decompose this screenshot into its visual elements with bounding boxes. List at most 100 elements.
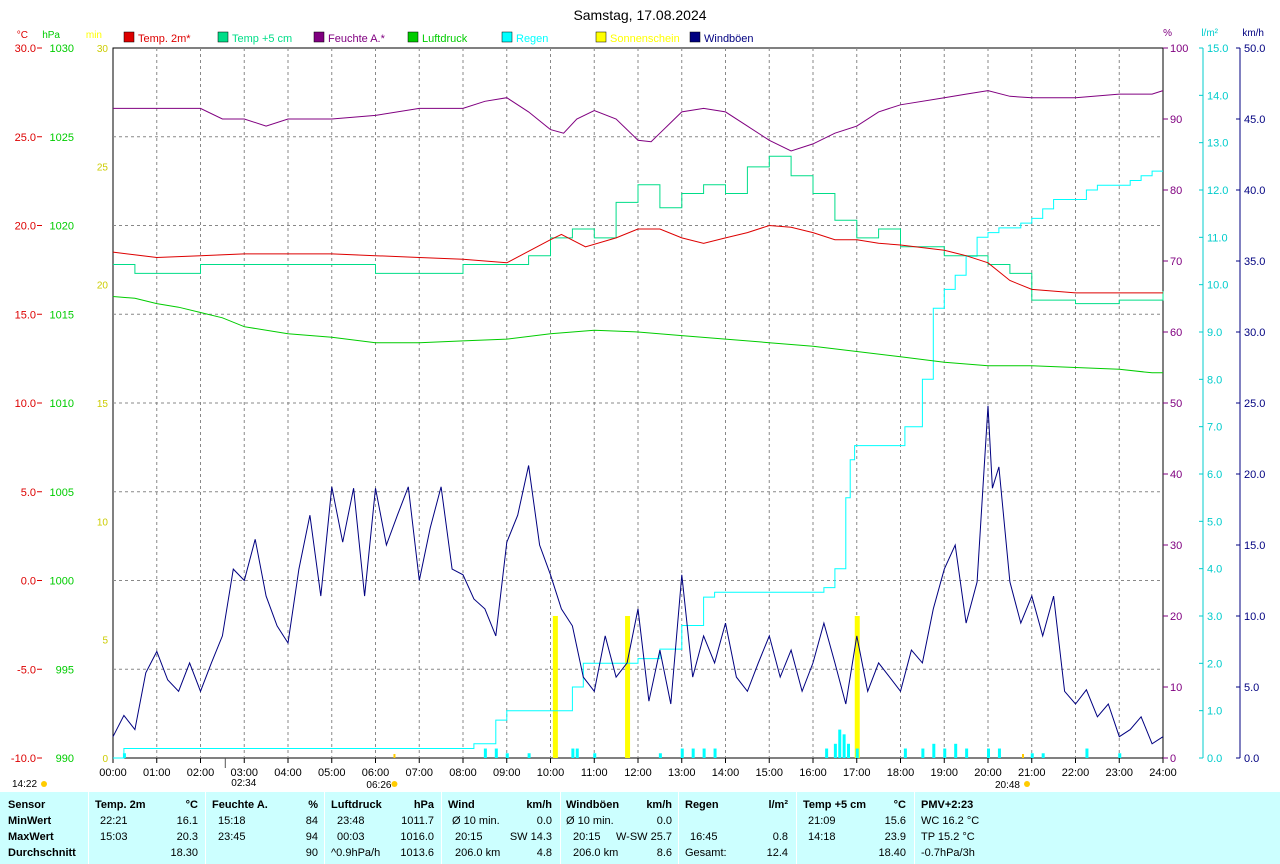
temp5-avg-value: 18.40 — [878, 847, 906, 859]
rain-interval-bar — [122, 753, 126, 758]
temp-min-value: 16.1 — [176, 815, 198, 827]
stats-divider — [324, 792, 325, 864]
x-tick-label: 08:00 — [449, 767, 477, 779]
y-tick-label-temp: 30.0 — [15, 43, 36, 55]
hum-max-value: 94 — [305, 831, 318, 843]
x-tick-label: 10:00 — [537, 767, 565, 779]
rain-interval-bar — [987, 748, 990, 758]
rain-interval-bar — [943, 748, 947, 758]
temp-max-value: 20.3 — [176, 831, 198, 843]
axis-unit-wind: km/h — [1242, 28, 1264, 39]
stats-header-wind: Wind — [448, 799, 475, 811]
y-tick-label-wind: 5.0 — [1244, 682, 1259, 694]
y-tick-label-pressure: 1025 — [50, 132, 74, 144]
y-tick-label-wind: 20.0 — [1244, 469, 1265, 481]
row-label-min: MinWert — [8, 815, 52, 827]
y-tick-label-temp: 5.0 — [21, 487, 36, 499]
stats-header-temp5: Temp +5 cm — [803, 799, 867, 811]
stats-unit-gust: km/h — [646, 799, 672, 811]
y-tick-label-humidity: 30 — [1170, 540, 1182, 552]
x-tick-label: 13:00 — [668, 767, 696, 779]
rain-interval-bar — [932, 743, 936, 758]
y-tick-label-rain: 10.0 — [1207, 280, 1228, 292]
y-tick-label-rain: 7.0 — [1207, 422, 1222, 434]
stats-unit-hum: % — [308, 799, 318, 811]
y-tick-label-rain: 15.0 — [1207, 43, 1228, 55]
legend-label: Luftdruck — [422, 33, 468, 45]
rain-interval-bar — [691, 748, 695, 758]
legend-label: Sonnenschein — [610, 33, 680, 45]
temp-avg-value: 18.30 — [170, 847, 198, 859]
y-tick-label-sunshine: 25 — [97, 162, 109, 173]
rain-interval-bar — [965, 748, 969, 758]
sunshine-bar — [552, 616, 558, 758]
legend-swatch — [501, 31, 513, 43]
stats-divider — [560, 792, 561, 864]
stats-unit-temp5: °C — [893, 799, 906, 811]
stats-divider — [914, 792, 915, 864]
stats-divider — [678, 792, 679, 864]
y-tick-label-humidity: 40 — [1170, 469, 1182, 481]
rain-interval-bar — [680, 748, 684, 758]
wind-min-label: Ø 10 min. — [452, 815, 500, 827]
press-min-value: 1011.7 — [401, 815, 434, 827]
sunshine-bar — [854, 616, 860, 758]
stats-header-press: Luftdruck — [331, 799, 382, 811]
y-tick-label-humidity: 20 — [1170, 611, 1182, 623]
y-tick-label-sunshine: 10 — [97, 517, 109, 528]
rain-interval-bar — [527, 753, 531, 758]
axis-unit-temp: °C — [17, 30, 28, 41]
y-tick-label-rain: 5.0 — [1207, 516, 1222, 528]
row-label-max: MaxWert — [8, 831, 54, 843]
stats-unit-rain: l/m² — [768, 799, 788, 811]
y-tick-label-humidity: 60 — [1170, 327, 1182, 339]
gust-line — [112, 405, 1164, 745]
rain-interval-bar — [842, 734, 846, 758]
y-tick-label-sunshine: 20 — [97, 281, 109, 292]
wind-max-dir: SW 14.3 — [509, 831, 552, 843]
x-tick-label: 23:00 — [1105, 767, 1133, 779]
rain-interval-bar — [483, 748, 487, 758]
y-tick-label-temp: -10.0 — [11, 753, 36, 765]
press-max-time: 00:03 — [337, 831, 365, 843]
y-tick-label-humidity: 0 — [1170, 753, 1176, 765]
x-tick-label: 11:00 — [581, 767, 608, 779]
y-tick-label-humidity: 100 — [1170, 43, 1188, 55]
legend-swatch — [123, 31, 135, 43]
moonset-icon — [41, 781, 47, 787]
wind-min-value: 0.0 — [536, 815, 552, 827]
hum-avg-value: 90 — [305, 847, 318, 859]
gust-min-value: 0.0 — [656, 815, 672, 827]
y-tick-label-rain: 1.0 — [1207, 706, 1222, 718]
rain-total-label: Gesamt: — [685, 847, 727, 859]
y-tick-label-wind: 35.0 — [1244, 256, 1265, 268]
hum-min-value: 84 — [305, 815, 318, 827]
x-tick-label: 09:00 — [493, 767, 521, 779]
rain-interval-bar — [575, 748, 579, 758]
sunset-label: 20:48 — [995, 780, 1020, 791]
y-tick-label-rain: 3.0 — [1207, 611, 1222, 623]
rain-interval-bar — [954, 743, 958, 758]
x-tick-label: 03:00 — [230, 767, 258, 779]
y-tick-label-rain: 4.0 — [1207, 564, 1222, 576]
x-tick-label: 00:00 — [99, 767, 127, 779]
press-trend: ^0.9hPa/h — [331, 847, 381, 859]
y-tick-label-wind: 10.0 — [1244, 611, 1265, 623]
moonrise-label: 02:34 — [231, 778, 256, 789]
gust-max-time: 20:15 — [573, 831, 601, 843]
gust-avg-value: 8.6 — [656, 847, 672, 859]
y-tick-label-pressure: 990 — [56, 753, 74, 765]
rain-interval-bar — [593, 753, 597, 758]
rain-interval-bar — [825, 748, 829, 758]
y-tick-label-pressure: 1000 — [50, 576, 74, 588]
y-tick-label-sunshine: 15 — [97, 399, 109, 410]
y-tick-label-rain: 11.0 — [1207, 232, 1228, 244]
rain-max-time: 16:45 — [690, 831, 718, 843]
stats-header-hum: Feuchte A. — [212, 799, 268, 811]
y-tick-label-temp: 15.0 — [15, 309, 36, 321]
y-tick-label-rain: 6.0 — [1207, 469, 1222, 481]
temp-min-time: 22:21 — [100, 815, 128, 827]
y-tick-label-rain: 14.0 — [1207, 90, 1228, 102]
y-tick-label-wind: 25.0 — [1244, 398, 1265, 410]
rain-interval-bar — [658, 753, 662, 758]
